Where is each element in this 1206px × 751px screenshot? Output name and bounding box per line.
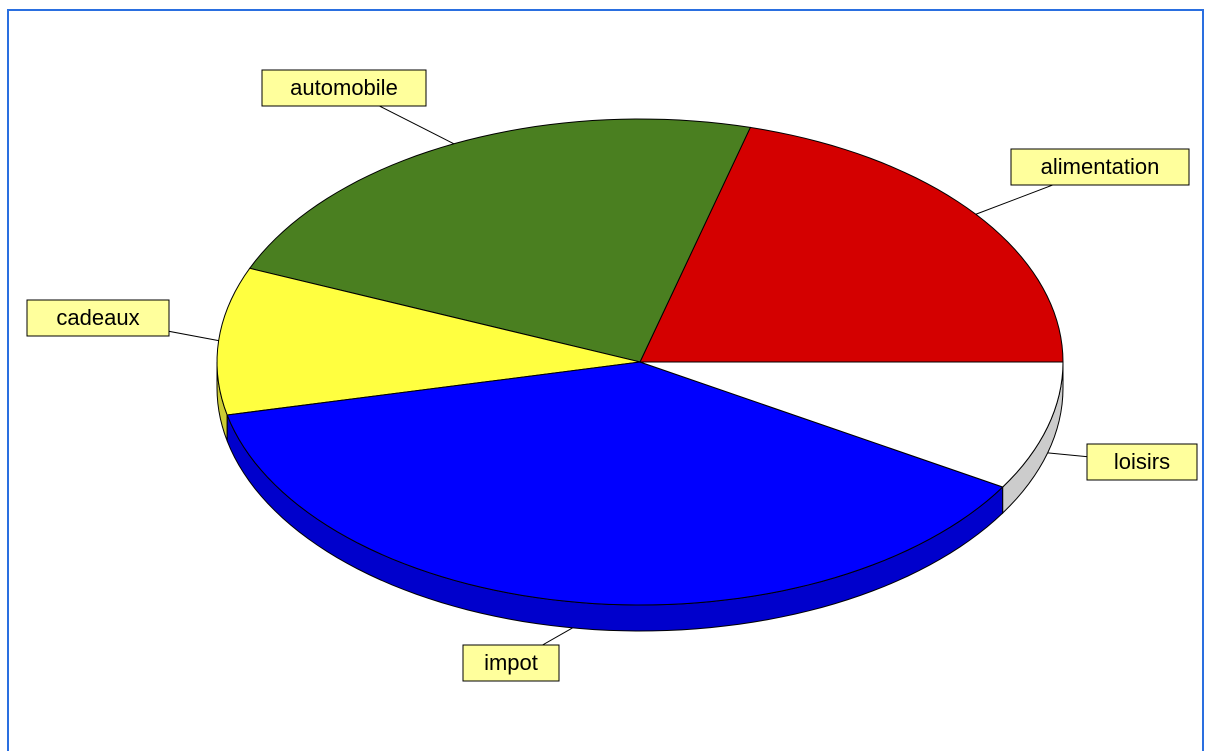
slice-label: alimentation bbox=[1041, 154, 1160, 179]
slice bbox=[248, 118, 752, 363]
slice-label: loisirs bbox=[1114, 449, 1170, 474]
label-box bbox=[1086, 443, 1198, 481]
slice-label: impot bbox=[484, 650, 538, 675]
slice-label: cadeaux bbox=[56, 305, 139, 330]
label-box bbox=[1010, 148, 1190, 186]
slice-label: automobile bbox=[290, 75, 398, 100]
label-box bbox=[462, 644, 560, 682]
label-box bbox=[26, 299, 170, 337]
slice bbox=[639, 361, 1064, 488]
label-box bbox=[261, 69, 427, 107]
slice bbox=[226, 361, 1004, 606]
